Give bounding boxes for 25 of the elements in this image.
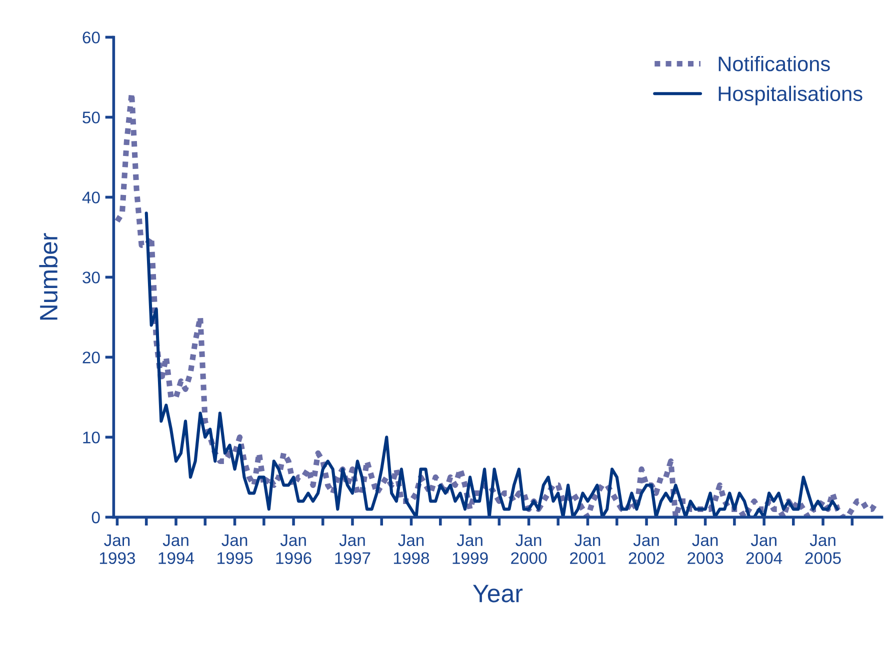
x-tick-label: Jan 1993	[100, 534, 136, 564]
x-tick-label: Jan 2004	[746, 534, 782, 564]
y-tick-label: 0	[92, 512, 100, 524]
y-tick-label: 40	[82, 192, 100, 204]
y-tick-label: 60	[82, 32, 100, 44]
x-tick-label: Jan 2005	[805, 534, 841, 564]
y-tick-label: 20	[82, 352, 100, 364]
y-axis-title: Number	[39, 233, 58, 320]
x-axis-title: Year	[473, 584, 523, 602]
x-tick-label: Jan 2002	[628, 534, 664, 564]
y-tick-label: 50	[82, 112, 100, 124]
y-tick-label: 10	[83, 432, 100, 444]
legend-label: Hospitalisations	[718, 86, 862, 106]
x-tick-label: Jan 2003	[688, 534, 724, 564]
line-series	[144, 212, 840, 518]
x-tick-label: Jan 2001	[570, 534, 606, 564]
x-tick-label: Jan 1999	[452, 534, 488, 564]
x-tick-label: Jan 2000	[511, 534, 547, 564]
x-tick-label: Jan 1995	[217, 534, 253, 564]
x-tick-label: Jan 1998	[394, 534, 430, 564]
x-tick-label: Jan 1997	[335, 534, 370, 564]
x-tick-label: Jan 1994	[158, 534, 194, 564]
legend-label: Notifications	[718, 56, 830, 72]
y-tick-label: 30	[82, 272, 100, 284]
x-tick-label: Jan 1996	[276, 534, 312, 564]
